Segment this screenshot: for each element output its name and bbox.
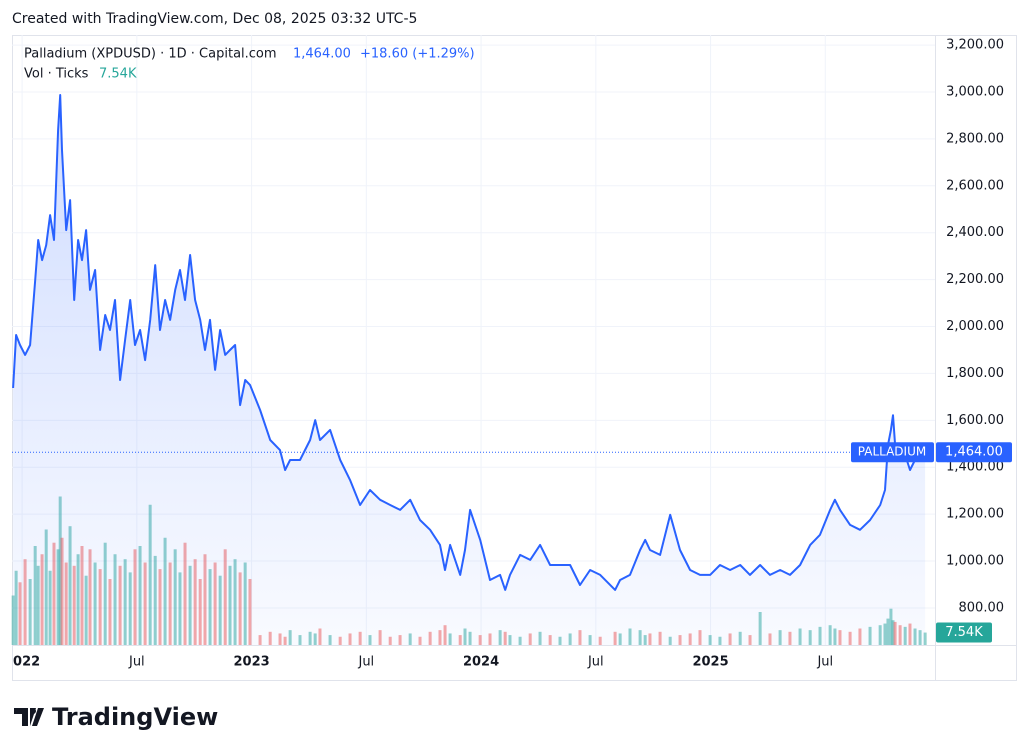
x-tick-label: Jul [816,655,833,670]
plot [12,94,935,645]
y-tick-label: 800.00 [959,600,1005,615]
chart-frame [12,35,1017,681]
y-tick-label: 1,200.00 [946,507,1004,522]
price-badge: 1,464.00 [945,445,1003,460]
volume-badge: 7.54K [945,625,983,640]
x-tick-label: 2023 [233,655,269,670]
y-tick-label: 3,000.00 [946,84,1004,99]
volume-bar [923,632,927,645]
logo-icon [14,708,44,726]
legend-volume-value: 7.54K [99,67,137,82]
legend-title: Palladium (XPDUSD) · 1D · Capital.com [24,47,277,62]
y-tick-label: 1,800.00 [946,366,1004,381]
legend-last: 1,464.00 [293,47,351,62]
y-tick-label: 2,000.00 [946,319,1004,334]
x-tick-label: Jul [128,655,145,670]
x-tick-labels: 2022 Jul 2023 Jul 2024 Jul 2025 Jul [4,655,833,670]
x-tick-label: Jul [357,655,374,670]
y-tick-label: 1,600.00 [946,413,1004,428]
x-tick-label: 2024 [463,655,499,670]
y-tick-label: 2,200.00 [946,272,1004,287]
y-tick-label: 2,800.00 [946,131,1004,146]
logo-text: TradingView [52,703,218,731]
y-tick-label: 2,600.00 [946,178,1004,193]
logo-icon-dot [30,708,36,714]
x-tick-label: 2022 [4,655,40,670]
volume-badge-bg [936,622,992,643]
logo: TradingView [14,703,218,731]
y-tick-label: 3,200.00 [946,38,1004,53]
area [13,95,926,645]
header: Created with TradingView.com, Dec 08, 20… [12,11,417,27]
badge-name: PALLADIUM [858,445,926,459]
line [12,94,926,591]
y-tick-label: 1,000.00 [946,554,1004,569]
badge-bg [851,442,934,463]
grid [12,35,935,645]
x-tick-label: 2025 [692,655,728,670]
y-tick-label: 2,400.00 [946,225,1004,240]
y-tick-label: 1,400.00 [946,460,1004,475]
x-tick-label: Jul [587,655,604,670]
legend-change: +18.60 (+1.29%) [360,47,475,62]
price-badge-bg [936,442,1012,463]
legend-volume: Vol · Ticks [24,67,89,82]
axes: 800.00 1,000.00 1,200.00 1,400.00 1,600.00 1,… [4,38,1012,670]
